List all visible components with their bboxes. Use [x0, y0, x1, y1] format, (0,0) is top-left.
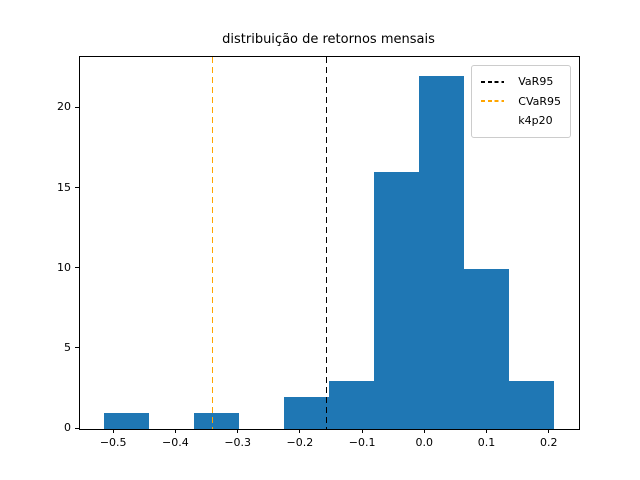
legend-entry: k4p20	[481, 111, 561, 131]
cvar95-line	[211, 57, 214, 429]
x-tick-label: −0.1	[348, 436, 376, 449]
var95-line	[325, 57, 328, 429]
y-tick-mark	[75, 347, 79, 349]
x-tick-label: −0.5	[99, 436, 127, 449]
legend-entry: VaR95	[481, 72, 561, 92]
legend-label: CVaR95	[518, 94, 561, 108]
x-tick-mark	[174, 429, 176, 433]
histogram-bar	[374, 172, 419, 429]
vlines-layer	[80, 57, 579, 429]
histogram-bar	[283, 396, 329, 429]
y-tick-label: 10	[57, 260, 71, 274]
legend-label: VaR95	[518, 75, 554, 89]
x-tick-mark	[299, 429, 301, 433]
x-tick-mark	[423, 429, 425, 433]
x-tick-mark	[486, 429, 487, 433]
y-tick-mark	[75, 267, 79, 269]
y-tick-label: 20	[57, 100, 71, 114]
histogram-bar	[103, 413, 149, 429]
histogram-bar	[509, 380, 555, 429]
x-tick-label: −0.4	[162, 436, 189, 449]
plot-area: VaR95 CVaR95 k4p20	[79, 56, 580, 430]
y-tick-label: 5	[64, 340, 71, 354]
legend-entry: CVaR95	[481, 92, 561, 112]
histogram-bar	[419, 76, 464, 429]
x-tick-mark	[361, 429, 363, 433]
legend-dashed-line-sample	[481, 80, 505, 83]
legend: VaR95 CVaR95 k4p20	[471, 65, 571, 138]
histogram-bars	[80, 57, 579, 429]
x-tick-label: 0.0	[415, 436, 434, 449]
x-tick-label: −0.2	[286, 436, 314, 449]
histogram-bar	[464, 268, 510, 429]
legend-dashed-line-sample	[481, 100, 505, 103]
x-tick-mark	[112, 429, 114, 433]
y-tick-label: 15	[57, 180, 71, 194]
x-tick-mark	[548, 429, 550, 433]
histogram-bar	[193, 413, 239, 429]
legend-empty-sample	[481, 120, 504, 122]
x-tick-label: −0.3	[224, 436, 252, 449]
legend-label: k4p20	[518, 114, 553, 128]
y-tick-label: 0	[64, 421, 71, 434]
y-tick-mark	[75, 427, 79, 429]
x-tick-label: 0.1	[477, 436, 496, 449]
y-tick-mark	[75, 187, 79, 188]
x-tick-label: 0.2	[540, 436, 558, 449]
chart-title: distribuição de retornos mensais	[222, 32, 435, 47]
x-tick-mark	[237, 429, 239, 433]
y-tick-mark	[75, 106, 79, 108]
histogram-bar	[328, 380, 374, 429]
